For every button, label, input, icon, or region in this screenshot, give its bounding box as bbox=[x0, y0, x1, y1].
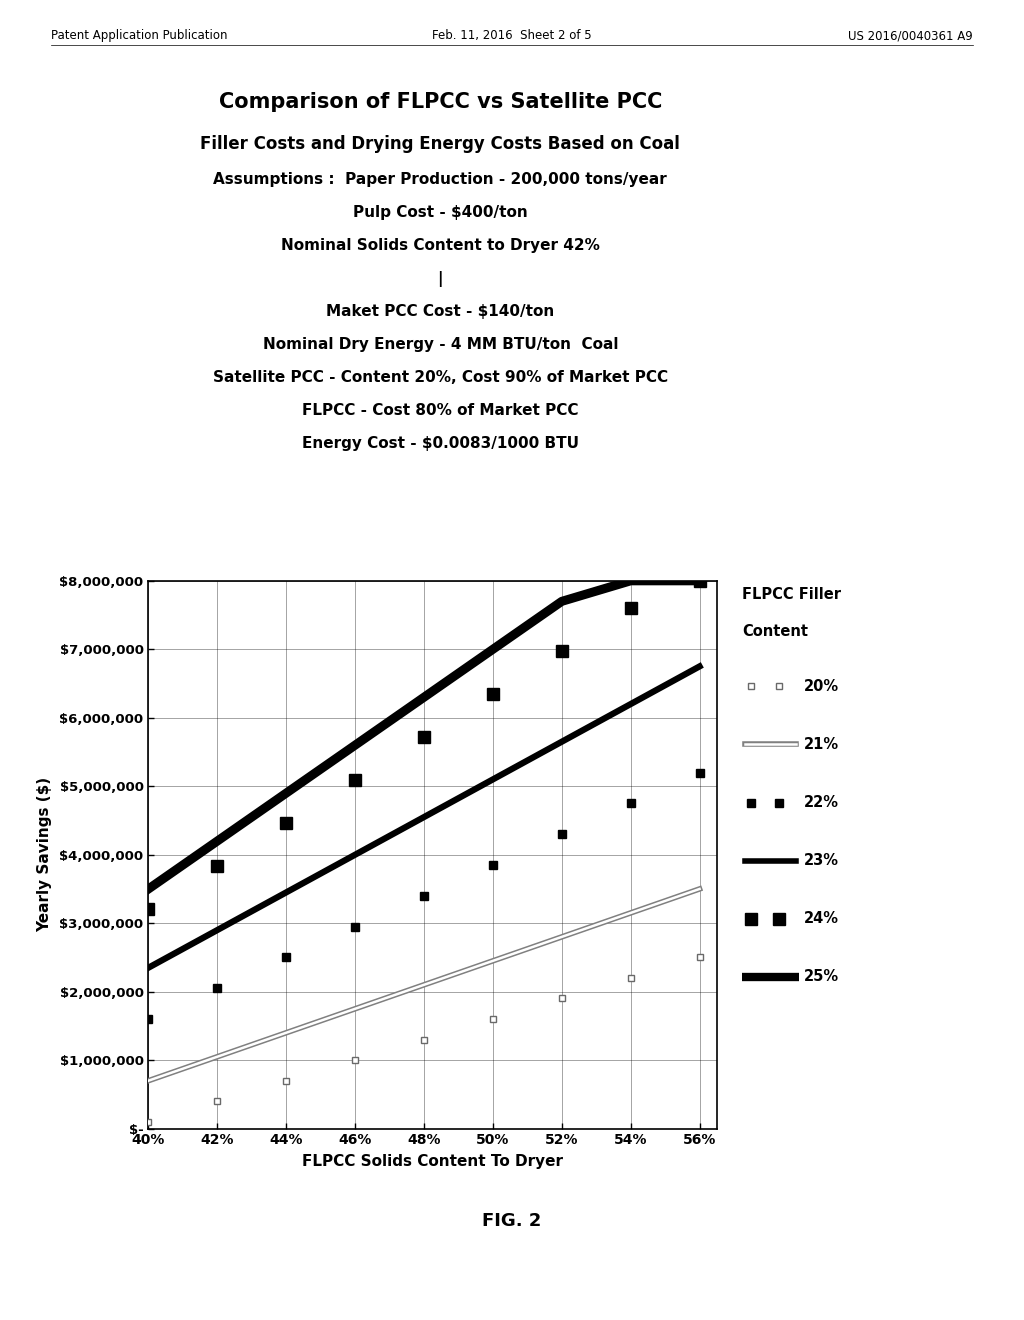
Text: Comparison of FLPCC vs Satellite PCC: Comparison of FLPCC vs Satellite PCC bbox=[219, 92, 662, 112]
Text: |: | bbox=[437, 271, 443, 286]
Text: Nominal Solids Content to Dryer 42%: Nominal Solids Content to Dryer 42% bbox=[281, 238, 600, 252]
Text: Pulp Cost - $400/ton: Pulp Cost - $400/ton bbox=[353, 205, 527, 219]
Text: Feb. 11, 2016  Sheet 2 of 5: Feb. 11, 2016 Sheet 2 of 5 bbox=[432, 29, 592, 42]
Text: 25%: 25% bbox=[804, 969, 839, 985]
Text: 22%: 22% bbox=[804, 795, 839, 810]
Text: 20%: 20% bbox=[804, 678, 839, 694]
Text: 21%: 21% bbox=[804, 737, 839, 752]
Text: Filler Costs and Drying Energy Costs Based on Coal: Filler Costs and Drying Energy Costs Bas… bbox=[201, 135, 680, 153]
Text: Content: Content bbox=[742, 624, 808, 639]
Text: Maket PCC Cost - $140/ton: Maket PCC Cost - $140/ton bbox=[327, 304, 554, 318]
Text: US 2016/0040361 A9: US 2016/0040361 A9 bbox=[848, 29, 973, 42]
Text: 24%: 24% bbox=[804, 911, 839, 927]
Text: FLPCC - Cost 80% of Market PCC: FLPCC - Cost 80% of Market PCC bbox=[302, 403, 579, 417]
Text: Nominal Dry Energy - 4 MM BTU/ton  Coal: Nominal Dry Energy - 4 MM BTU/ton Coal bbox=[262, 337, 618, 351]
Text: Energy Cost - $0.0083/1000 BTU: Energy Cost - $0.0083/1000 BTU bbox=[302, 436, 579, 450]
X-axis label: FLPCC Solids Content To Dryer: FLPCC Solids Content To Dryer bbox=[302, 1155, 563, 1170]
Text: FLPCC Filler: FLPCC Filler bbox=[742, 587, 842, 602]
Text: FIG. 2: FIG. 2 bbox=[482, 1212, 542, 1230]
Text: Assumptions :  Paper Production - 200,000 tons/year: Assumptions : Paper Production - 200,000… bbox=[213, 172, 668, 186]
Text: Satellite PCC - Content 20%, Cost 90% of Market PCC: Satellite PCC - Content 20%, Cost 90% of… bbox=[213, 370, 668, 384]
Text: Patent Application Publication: Patent Application Publication bbox=[51, 29, 227, 42]
Y-axis label: Yearly Savings ($): Yearly Savings ($) bbox=[38, 777, 52, 932]
Text: 23%: 23% bbox=[804, 853, 839, 869]
